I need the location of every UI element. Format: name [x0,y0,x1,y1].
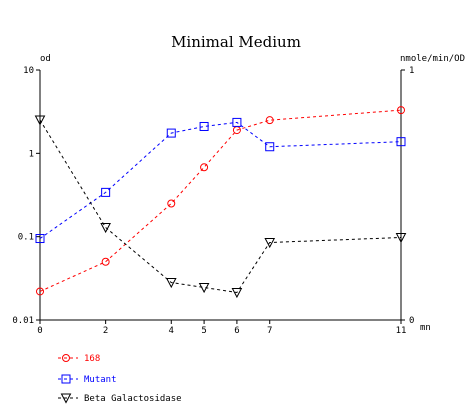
y-left-tick-label: 1 [29,149,34,159]
data-point [167,199,176,208]
y-left-axis-label: od [40,54,51,64]
y-right-tick-label: 0 [409,316,414,326]
series-line [39,121,402,239]
y-left-tick-label: 0.1 [18,233,34,243]
legend-marker [62,354,70,362]
x-tick-label: 2 [103,326,108,336]
data-point [397,106,405,115]
x-tick-label: 11 [396,326,407,336]
series-line [39,119,402,294]
legend-marker [61,374,71,384]
chart-title: Minimal Medium [171,33,301,51]
data-point [101,257,110,266]
data-point [165,278,177,289]
x-tick-label: 0 [37,326,42,336]
data-point [395,233,407,244]
data-point [166,128,176,138]
legend-label: Beta Galactosidase [84,394,182,404]
data-point [35,234,45,244]
data-point [232,117,242,127]
data-point [265,116,274,125]
legend-label: 168 [84,354,100,364]
legend: 168 Mutant Beta Galactosidase [58,354,182,404]
data-point [199,121,209,131]
x-tick-label: 6 [234,326,239,336]
data-point [36,287,44,296]
y-left-tick-label: 10 [23,66,34,76]
data-point [264,238,276,249]
x-tick-label: 7 [267,326,272,336]
legend-label: Mutant [84,375,117,385]
y-left-tick-label: 0.01 [12,316,34,326]
y-right-tick-label: 1 [409,66,414,76]
data-point [231,288,243,299]
x-tick-label: 4 [169,326,174,336]
x-tick-label: 5 [201,326,206,336]
series-layer [34,106,407,299]
x-axis-unit-label: mn [420,323,431,333]
data-point [34,115,46,126]
legend-marker [60,393,72,404]
data-point [198,283,210,294]
data-point [200,163,209,172]
data-point [101,187,111,197]
series-line [39,109,402,292]
data-point [100,223,111,234]
y-right-axis-label: nmole/min/OD [400,54,465,64]
data-point [396,137,406,147]
data-point [265,142,275,152]
